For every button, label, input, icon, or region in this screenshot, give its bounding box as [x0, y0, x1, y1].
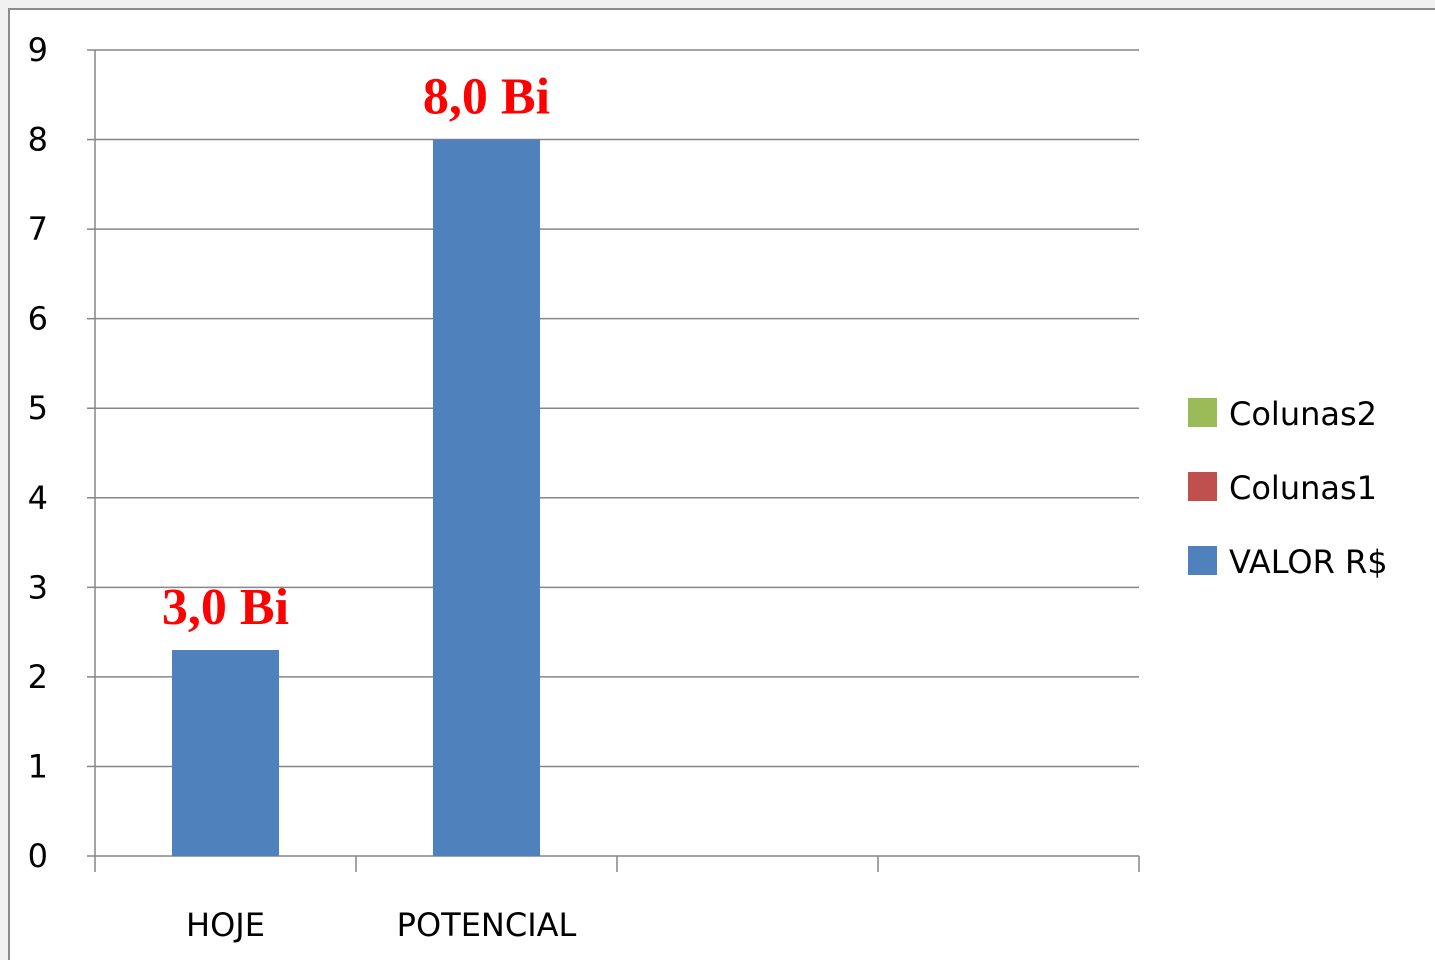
y-tick-label: 7 [28, 210, 48, 248]
bar-potencial [432, 139, 541, 857]
y-tick-label: 4 [28, 479, 48, 517]
legend-swatch [1188, 398, 1217, 427]
y-tick-label: 9 [28, 31, 48, 69]
y-tick-label: 6 [28, 300, 48, 338]
legend: Colunas2 Colunas1 VALOR R$ [1188, 395, 1388, 581]
y-tick-label: 5 [28, 389, 48, 427]
y-tick-label: 1 [28, 747, 48, 785]
legend-label: Colunas2 [1229, 395, 1377, 433]
y-tick-label: 2 [28, 658, 48, 696]
y-tick-labels: 0 1 2 3 4 5 6 7 8 9 [28, 31, 48, 875]
data-label: 8,0 Bi [423, 69, 550, 126]
legend-label: Colunas1 [1229, 469, 1377, 507]
category-labels: HOJE POTENCIAL [186, 906, 576, 944]
legend-swatch [1188, 546, 1217, 575]
y-tick-label: 8 [28, 121, 48, 159]
category-label: HOJE [186, 906, 265, 944]
y-tick-label: 3 [28, 568, 48, 606]
legend-swatch [1188, 472, 1217, 501]
legend-label: VALOR R$ [1229, 543, 1388, 581]
category-label: POTENCIAL [397, 906, 577, 944]
y-tick-label: 0 [28, 837, 48, 875]
bar-hoje [171, 650, 280, 856]
data-label: 3,0 Bi [162, 579, 289, 636]
bars [171, 139, 541, 857]
data-labels: 3,0 Bi 8,0 Bi [162, 69, 550, 636]
gridlines [95, 49, 1139, 768]
